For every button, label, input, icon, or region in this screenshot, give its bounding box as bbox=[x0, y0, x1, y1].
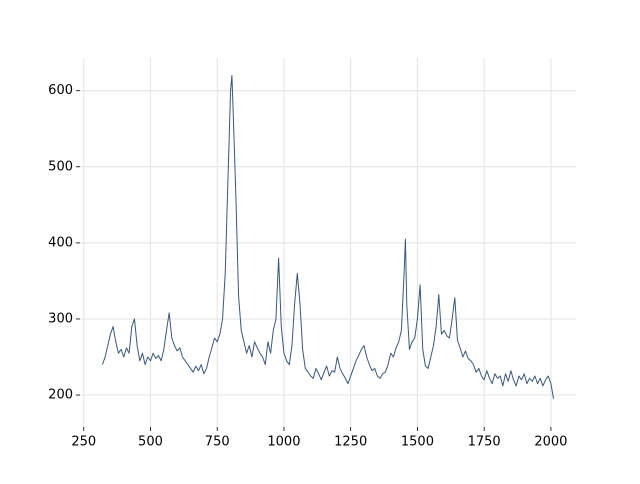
y-tick-label: 500 bbox=[48, 159, 73, 174]
y-tick-label: 200 bbox=[48, 388, 73, 403]
x-tick-label: 1250 bbox=[334, 435, 367, 450]
y-tick-label: 600 bbox=[48, 83, 73, 98]
x-tick-label: 2000 bbox=[534, 435, 567, 450]
x-tick-label: 1000 bbox=[267, 435, 300, 450]
x-tick-label: 500 bbox=[138, 435, 163, 450]
x-tick-label: 250 bbox=[71, 435, 96, 450]
y-tick-label: 400 bbox=[48, 235, 73, 250]
x-tick-label: 1750 bbox=[468, 435, 501, 450]
x-tick-label: 750 bbox=[205, 435, 230, 450]
spectrum-line bbox=[101, 75, 555, 399]
x-tick-label: 1500 bbox=[401, 435, 434, 450]
y-tick-label: 300 bbox=[48, 311, 73, 326]
